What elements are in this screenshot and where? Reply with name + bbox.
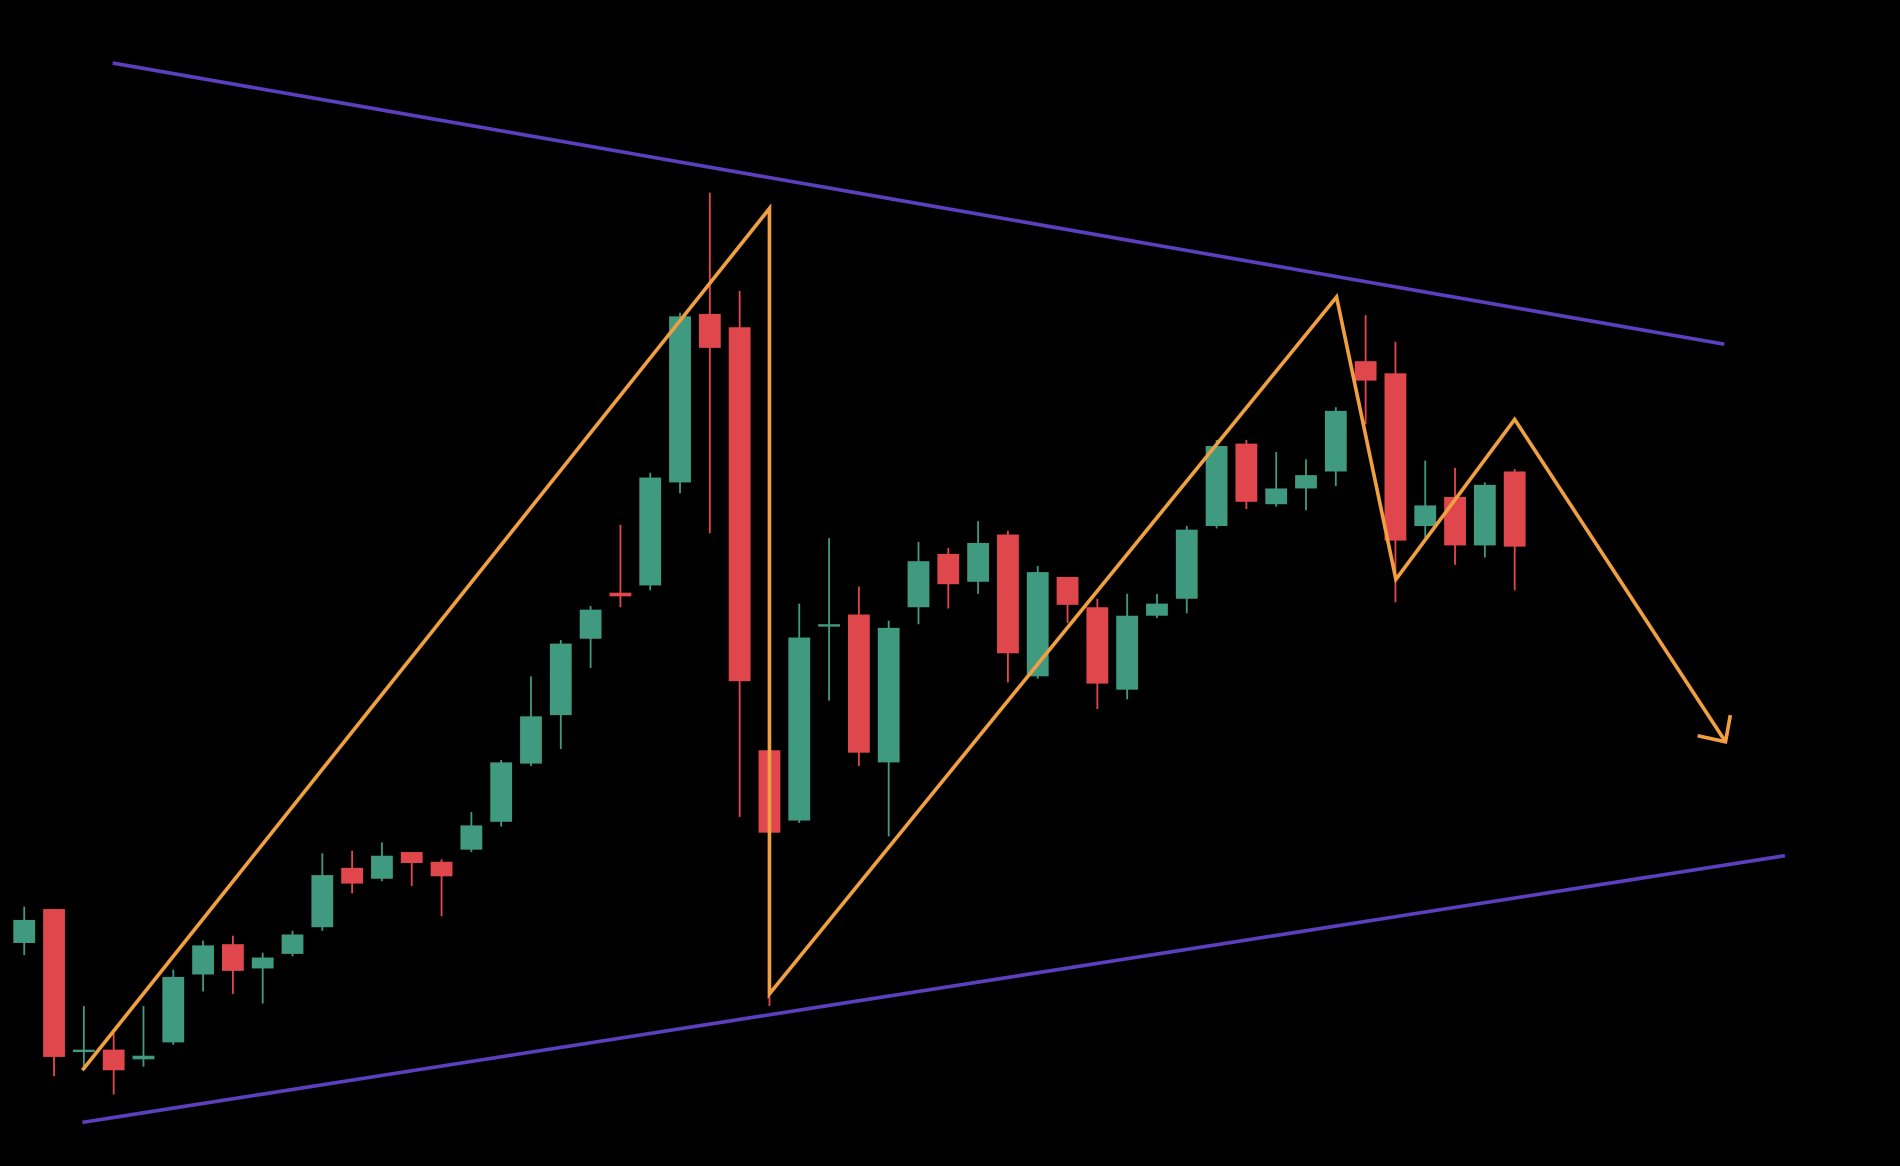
candle-body <box>1473 484 1496 546</box>
candle-body <box>639 477 662 586</box>
candle-body <box>937 553 960 585</box>
candle-body <box>371 855 393 879</box>
candle-body <box>221 944 244 971</box>
candle-body <box>669 316 691 483</box>
candle-body <box>609 592 632 597</box>
candle-body <box>1175 529 1198 599</box>
candle-body <box>1295 475 1317 489</box>
candle-body <box>728 327 751 682</box>
candle-body <box>818 624 840 627</box>
candle-body <box>1354 361 1377 381</box>
candle-body <box>967 543 990 582</box>
candle-body <box>1324 410 1347 472</box>
candle-body <box>490 762 513 822</box>
candle-body <box>43 909 65 1057</box>
candle-body <box>192 945 214 975</box>
candle-body <box>847 614 870 753</box>
candle-body <box>579 609 602 639</box>
candle-body <box>72 1049 95 1053</box>
candle-body <box>102 1049 125 1071</box>
candle-body <box>13 919 36 943</box>
candle-body <box>251 957 274 969</box>
candle-body <box>907 561 930 608</box>
candle-body <box>1205 446 1228 527</box>
arrow-head <box>1697 714 1733 744</box>
candle-body <box>877 627 900 763</box>
candle-body <box>162 976 185 1043</box>
candle-body <box>549 643 572 716</box>
candle-body <box>1265 488 1288 505</box>
candle-body <box>1086 607 1109 684</box>
candle-body <box>1414 505 1437 527</box>
candle-body <box>281 934 304 954</box>
candle-body <box>460 825 483 850</box>
upper-trend-line <box>112 61 1725 347</box>
candle-body <box>1116 615 1139 690</box>
candle-body <box>132 1055 155 1060</box>
candle-body <box>1384 373 1407 541</box>
candle-body <box>1444 496 1466 546</box>
candle-body <box>1235 443 1258 502</box>
candle-body <box>520 716 542 764</box>
candle-body <box>311 875 334 928</box>
zigzag-path <box>80 203 1728 1072</box>
candle-body <box>698 313 721 348</box>
candle-body <box>341 867 364 884</box>
candle-body <box>400 852 423 863</box>
candle-body <box>788 637 811 821</box>
candle-body <box>1146 603 1168 616</box>
lower-trend-line <box>82 853 1786 1125</box>
candle-body <box>1503 471 1526 547</box>
candle-body <box>430 861 453 877</box>
candle-body <box>1056 576 1079 605</box>
candles <box>13 192 1526 1095</box>
candle-body <box>997 534 1019 654</box>
candle-body <box>1026 572 1049 677</box>
